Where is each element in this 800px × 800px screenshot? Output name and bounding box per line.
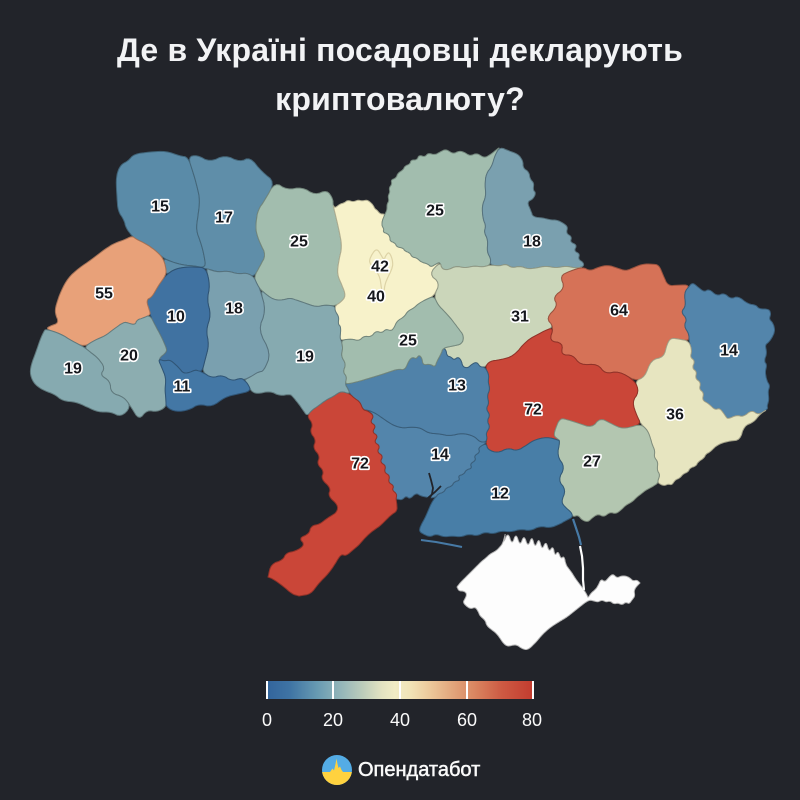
svg-text:25: 25 — [426, 203, 444, 220]
svg-text:15: 15 — [151, 199, 169, 216]
svg-text:20: 20 — [120, 348, 138, 365]
svg-text:19: 19 — [64, 361, 82, 378]
svg-text:18: 18 — [225, 301, 243, 318]
svg-text:72: 72 — [351, 456, 369, 473]
svg-text:36: 36 — [666, 407, 684, 424]
svg-text:18: 18 — [523, 234, 541, 251]
svg-text:19: 19 — [296, 349, 314, 366]
svg-text:72: 72 — [524, 402, 542, 419]
svg-text:14: 14 — [720, 343, 738, 360]
svg-text:55: 55 — [95, 286, 113, 303]
svg-text:40: 40 — [367, 289, 385, 306]
svg-text:25: 25 — [290, 234, 308, 251]
svg-text:13: 13 — [448, 378, 466, 395]
svg-text:31: 31 — [511, 309, 529, 326]
svg-text:17: 17 — [215, 210, 233, 227]
svg-text:10: 10 — [167, 309, 185, 326]
svg-text:11: 11 — [174, 379, 191, 396]
svg-text:27: 27 — [583, 454, 601, 471]
svg-text:42: 42 — [371, 259, 389, 276]
svg-text:64: 64 — [610, 303, 628, 320]
svg-text:12: 12 — [491, 486, 509, 503]
svg-text:25: 25 — [399, 333, 417, 350]
svg-text:14: 14 — [431, 447, 449, 464]
